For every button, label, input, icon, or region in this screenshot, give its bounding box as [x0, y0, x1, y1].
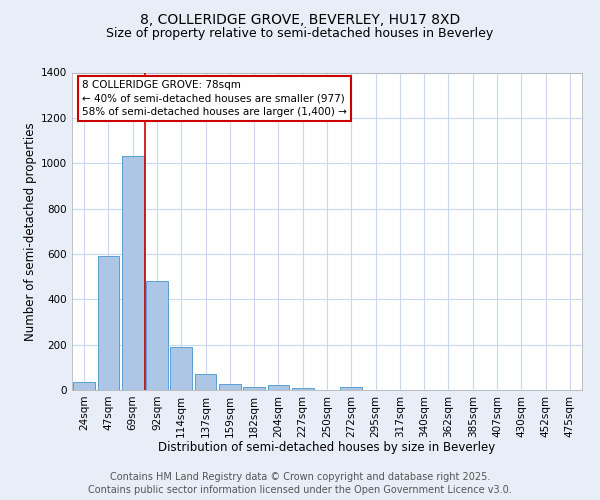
Bar [194, 374, 217, 390]
Text: 8 COLLERIDGE GROVE: 78sqm
← 40% of semi-detached houses are smaller (977)
58% of: 8 COLLERIDGE GROVE: 78sqm ← 40% of semi-… [82, 80, 347, 117]
Bar [122, 156, 143, 390]
Text: Size of property relative to semi-detached houses in Beverley: Size of property relative to semi-detach… [106, 28, 494, 40]
Bar [73, 382, 95, 390]
Text: Contains HM Land Registry data © Crown copyright and database right 2025.
Contai: Contains HM Land Registry data © Crown c… [88, 472, 512, 495]
Bar [268, 386, 289, 390]
Y-axis label: Number of semi-detached properties: Number of semi-detached properties [24, 122, 37, 340]
Bar [292, 388, 314, 390]
Bar [243, 386, 265, 390]
Bar [97, 256, 119, 390]
Bar [170, 347, 192, 390]
X-axis label: Distribution of semi-detached houses by size in Beverley: Distribution of semi-detached houses by … [158, 441, 496, 454]
Text: 8, COLLERIDGE GROVE, BEVERLEY, HU17 8XD: 8, COLLERIDGE GROVE, BEVERLEY, HU17 8XD [140, 12, 460, 26]
Bar [219, 384, 241, 390]
Bar [340, 386, 362, 390]
Bar [146, 281, 168, 390]
